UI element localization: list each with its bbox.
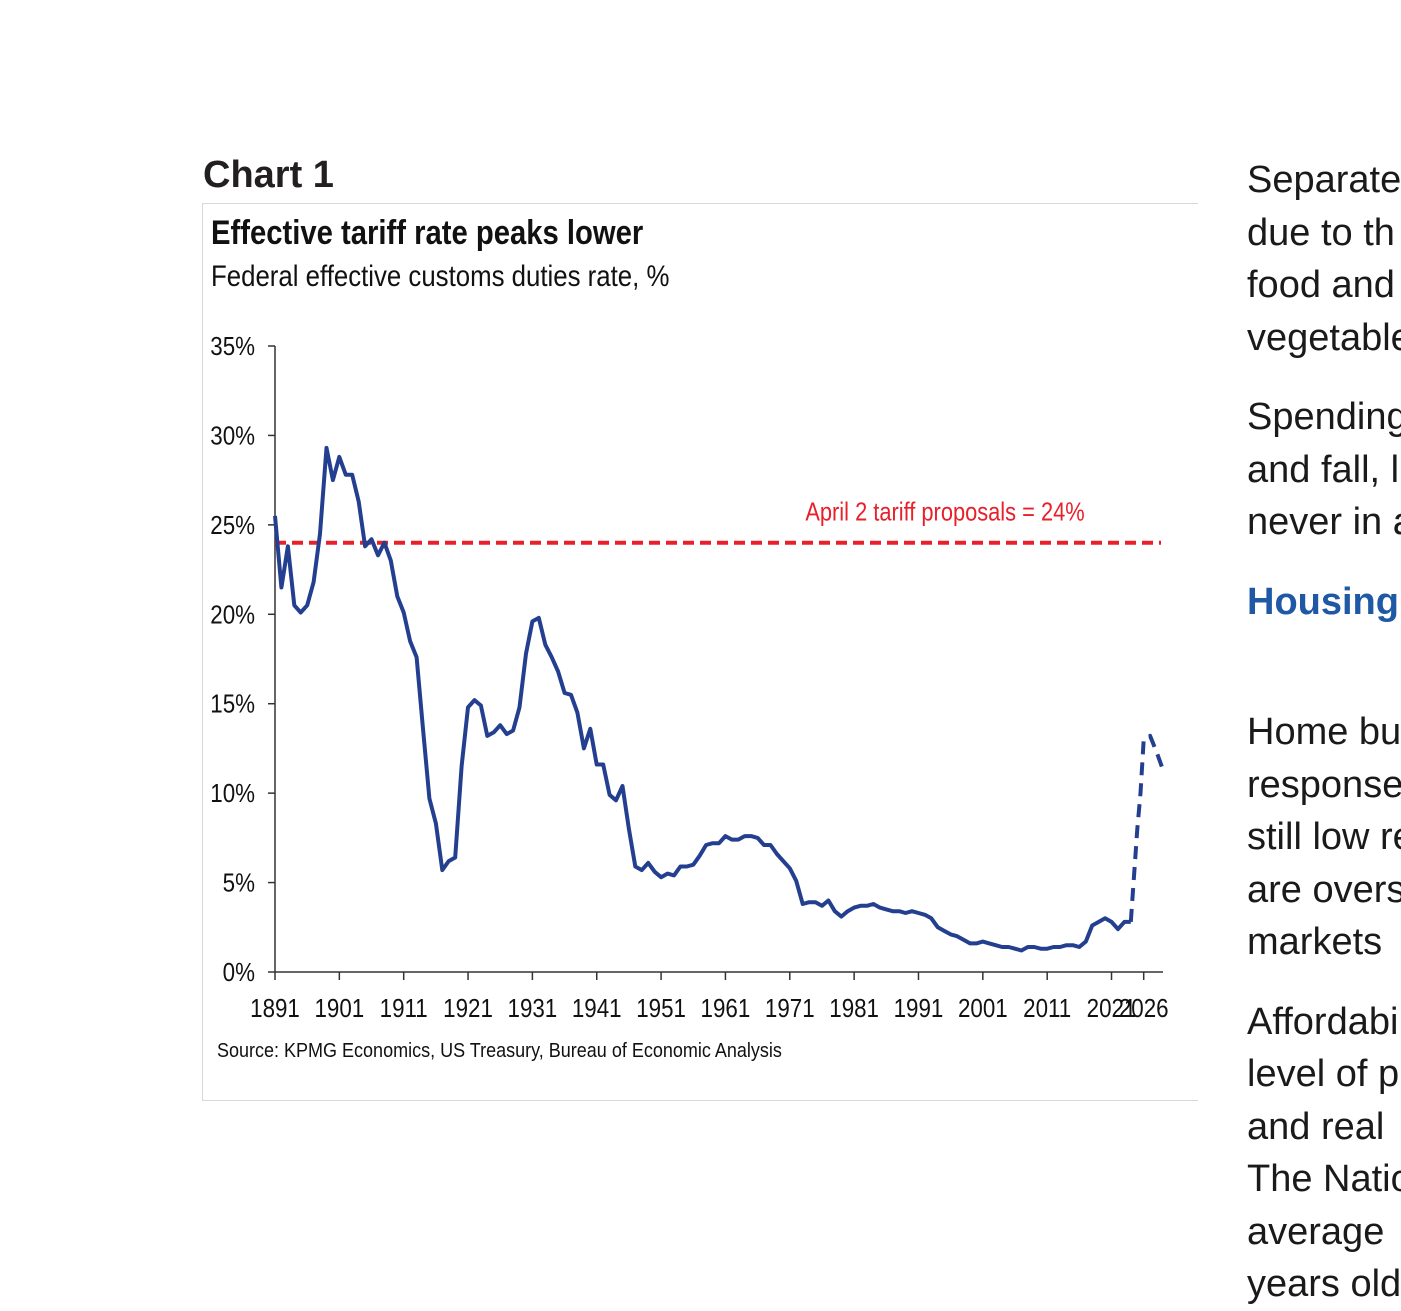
spacer bbox=[1247, 549, 1401, 576]
y-tick-label: 10% bbox=[210, 780, 255, 809]
line-chart: 0% 5% 10% 15% 20% 25% 30% 35% 1891 1901 1911 1921 19… bbox=[210, 332, 1169, 1023]
text-line: and fall, l bbox=[1247, 448, 1400, 491]
projection-line bbox=[1128, 733, 1165, 923]
y-tick-label: 25% bbox=[210, 511, 255, 540]
text-line: level of p bbox=[1247, 1053, 1400, 1095]
x-tick-label: 1961 bbox=[701, 994, 751, 1023]
x-tick-label: 1971 bbox=[765, 994, 815, 1023]
text-line: Separate bbox=[1247, 159, 1401, 201]
y-tick-label: 35% bbox=[210, 332, 255, 361]
y-tick-label: 30% bbox=[210, 422, 255, 451]
x-tick-label: 2011 bbox=[1023, 994, 1071, 1023]
x-tick-label: 1931 bbox=[508, 994, 558, 1023]
chart-subtitle: Federal effective customs duties rate, % bbox=[211, 260, 670, 293]
x-tick-label: 1991 bbox=[894, 994, 944, 1023]
text-line: food and bbox=[1247, 264, 1395, 306]
text-line: Spending bbox=[1247, 396, 1401, 438]
x-tick-label: 2021 bbox=[1087, 994, 1137, 1023]
text-line: due to th bbox=[1247, 211, 1395, 254]
text-line: still low re bbox=[1247, 816, 1401, 858]
historical-line bbox=[273, 445, 1131, 953]
chart-title: Effective tariff rate peaks lower bbox=[211, 214, 644, 252]
x-tick-label: 2001 bbox=[958, 994, 1008, 1023]
x-tick-label: 2026 bbox=[1119, 994, 1169, 1023]
paragraph: Spending and fall, l never in a bbox=[1247, 391, 1401, 549]
text-line: average bbox=[1247, 1210, 1385, 1253]
x-tick-label: 1901 bbox=[314, 994, 364, 1023]
paragraph: Home bu response still low re are overs mark… bbox=[1247, 706, 1401, 969]
x-tick-label: 1951 bbox=[636, 994, 686, 1023]
text-line: response bbox=[1247, 763, 1401, 806]
text-line: Home bu bbox=[1247, 711, 1401, 753]
text-line: Affordabi bbox=[1247, 1000, 1399, 1043]
text-line: years old bbox=[1247, 1263, 1401, 1305]
paragraph: Affordabi level of p and real The Natio aver… bbox=[1247, 996, 1401, 1311]
x-tick-label: 1911 bbox=[380, 994, 428, 1023]
x-tick-label: 1921 bbox=[443, 994, 493, 1023]
y-tick-label: 0% bbox=[223, 958, 255, 987]
y-tick-label: 20% bbox=[210, 601, 255, 630]
x-tick-label: 1941 bbox=[572, 994, 622, 1023]
spacer bbox=[1247, 628, 1401, 706]
spacer bbox=[1247, 364, 1401, 391]
chart-label: Chart 1 bbox=[203, 154, 334, 196]
x-tick-label: 1891 bbox=[250, 994, 300, 1023]
x-tick-label: 1981 bbox=[829, 994, 879, 1023]
chart-panel: Effective tariff rate peaks lower Federa… bbox=[202, 203, 1198, 1101]
text-line: The Natio bbox=[1247, 1158, 1401, 1200]
text-line: and real bbox=[1247, 1105, 1385, 1148]
text-line: vegetable bbox=[1247, 316, 1401, 359]
y-tick-label: 5% bbox=[223, 869, 255, 898]
chart-source: Source: KPMG Economics, US Treasury, Bur… bbox=[217, 1040, 782, 1062]
section-heading: Housing bbox=[1247, 580, 1399, 623]
y-tick-label: 15% bbox=[210, 690, 255, 719]
paragraph: Separate due to th food and vegetable bbox=[1247, 154, 1401, 364]
article-text-column: Separate due to th food and vegetable Spendi… bbox=[1247, 154, 1401, 1311]
text-line: are overs bbox=[1247, 868, 1401, 911]
text-line: markets bbox=[1247, 921, 1383, 963]
reference-line-label: April 2 tariff proposals = 24% bbox=[805, 498, 1084, 527]
spacer bbox=[1247, 969, 1401, 996]
text-line: never in a bbox=[1247, 501, 1401, 543]
